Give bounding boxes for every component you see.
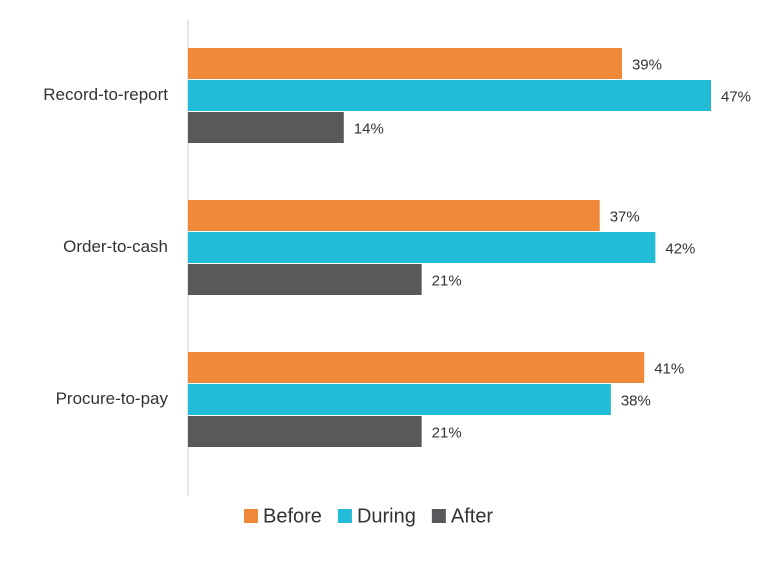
legend-label: Before — [263, 505, 322, 527]
category-label: Procure-to-pay — [56, 389, 169, 408]
category-label: Record-to-report — [43, 85, 168, 104]
legend-label: After — [451, 505, 494, 527]
category-label: Order-to-cash — [63, 237, 168, 256]
legend-swatch — [244, 509, 258, 523]
bar — [188, 80, 711, 111]
legend-swatch — [337, 509, 352, 523]
bar — [188, 232, 656, 263]
bar — [188, 264, 422, 295]
legend-swatch — [431, 509, 446, 523]
value-label: 38% — [621, 392, 651, 409]
value-label: 47% — [721, 88, 751, 105]
bar — [188, 384, 611, 415]
value-label: 39% — [632, 56, 662, 73]
bar — [188, 200, 600, 231]
legend-label: During — [357, 505, 416, 527]
bar — [188, 352, 645, 383]
value-label: 37% — [610, 208, 640, 225]
value-label: 14% — [354, 120, 384, 137]
value-label: 41% — [654, 360, 684, 377]
value-label: 21% — [432, 272, 462, 289]
value-label: 42% — [665, 240, 695, 257]
value-label: 21% — [432, 424, 462, 441]
bar — [188, 48, 622, 79]
bar — [188, 416, 422, 447]
bar — [188, 112, 344, 143]
